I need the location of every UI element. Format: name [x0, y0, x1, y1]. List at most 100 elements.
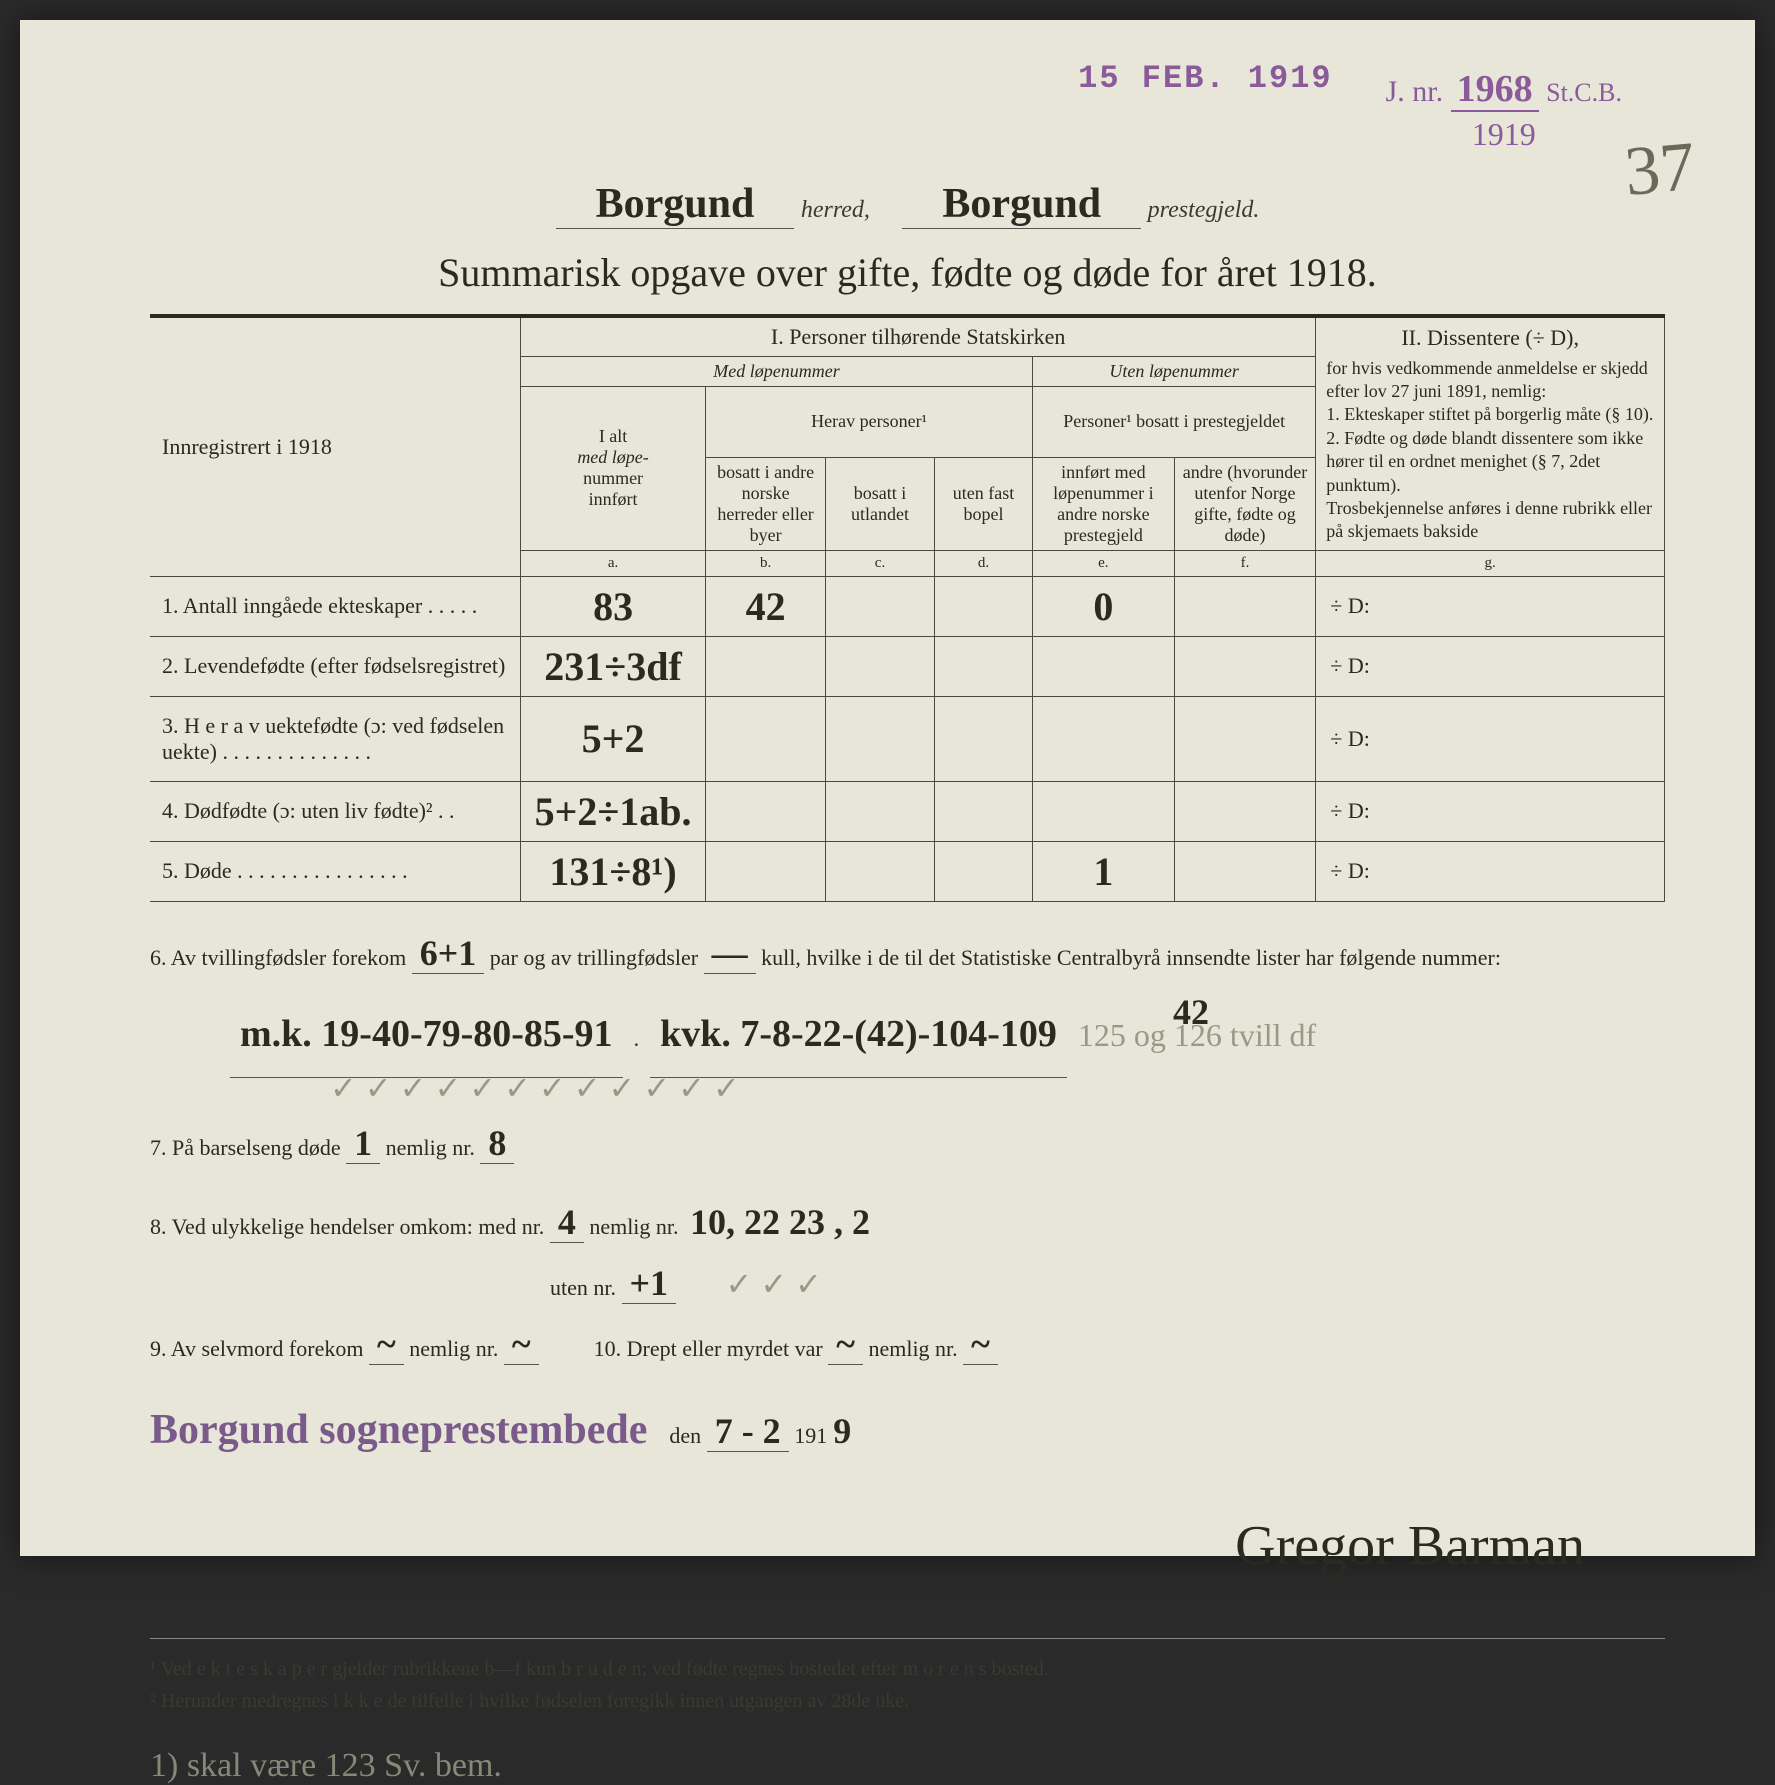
sub-e: e.: [1033, 550, 1175, 576]
jnr-number: 1968: [1451, 68, 1539, 112]
cell-c: [826, 696, 935, 781]
line8-uten: +1: [622, 1263, 677, 1304]
line-6: 6. Av tvillingfødsler forekom 6+1 par og…: [150, 914, 1665, 993]
cell-f: [1174, 636, 1316, 696]
cell-f: [1174, 696, 1316, 781]
cell-e: 1: [1033, 841, 1175, 901]
numbers-kvk: kvk. 7-8-22-(42)-104-109: [650, 993, 1067, 1078]
sub-d: d.: [934, 550, 1032, 576]
cell-d: [934, 636, 1032, 696]
cell-g: ÷ D:: [1316, 781, 1665, 841]
table-row: 3. H e r a v uektefødte (ɔ: ved fødselen…: [150, 696, 1665, 781]
signature-line: Borgund sogneprestembede den 7 - 2 1919: [150, 1384, 1665, 1476]
page-number: 37: [1622, 127, 1699, 213]
line8-nrs: 10, 22 23 , 2: [684, 1202, 876, 1242]
main-table: Innregistrert i 1918 I. Personer tilhøre…: [150, 314, 1665, 902]
document-page: 15 FEB. 1919 J. nr. 1968 St.C.B. 1919 37…: [20, 20, 1755, 1556]
cell-b: [706, 696, 826, 781]
footnote-2: ² Herunder medregnes i k k e de tilfelle…: [150, 1685, 1665, 1717]
line-8b: uten nr. +1 ✓ ✓ ✓: [150, 1262, 1665, 1305]
line10-count: ~: [828, 1324, 863, 1365]
date-stamp: 15 FEB. 1919: [1078, 60, 1332, 97]
line9-nr: ~: [504, 1324, 539, 1365]
col-d-header: uten fast bopel: [934, 457, 1032, 550]
cell-a: 5+2: [520, 696, 705, 781]
cell-e: [1033, 636, 1175, 696]
office-name: Borgund sogneprestembede: [150, 1407, 647, 1453]
table-row: 5. Døde . . . . . . . . . . . . . . . .1…: [150, 841, 1665, 901]
section2-body: for hvis vedkommende anmeldelse er skjed…: [1326, 357, 1654, 544]
line10-nr: ~: [963, 1324, 998, 1365]
sub-a: a.: [520, 550, 705, 576]
cell-c: [826, 781, 935, 841]
cell-g: ÷ D:: [1316, 841, 1665, 901]
jnr-suffix: St.C.B.: [1546, 78, 1622, 107]
cell-e: [1033, 696, 1175, 781]
sub-f: f.: [1174, 550, 1316, 576]
cell-g: ÷ D:: [1316, 636, 1665, 696]
row-label: 1. Antall inngåede ekteskaper . . . . .: [150, 576, 520, 636]
cell-a: 83: [520, 576, 705, 636]
col-a-header: I alt med løpe- nummer innført: [520, 387, 705, 551]
cell-b: [706, 781, 826, 841]
cell-d: [934, 696, 1032, 781]
cell-b: [706, 841, 826, 901]
row-label: 2. Levendefødte (efter fødselsregistret): [150, 636, 520, 696]
jnr-year: 1919: [1386, 114, 1622, 156]
cell-g: ÷ D:: [1316, 696, 1665, 781]
uten-lopenummer: Uten løpenummer: [1033, 357, 1316, 387]
cell-c: [826, 841, 935, 901]
cell-b: 42: [706, 576, 826, 636]
section2-title: II. Dissentere (÷ D),: [1326, 324, 1654, 353]
cell-g: ÷ D:: [1316, 576, 1665, 636]
line-8: 8. Ved ulykkelige hendelser omkom: med n…: [150, 1183, 1665, 1262]
document-title: Summarisk opgave over gifte, fødte og dø…: [150, 249, 1665, 296]
footnote-1: ¹ Ved e k t e s k a p e r gjelder rubrik…: [150, 1653, 1665, 1685]
cell-f: [1174, 576, 1316, 636]
cell-e: [1033, 781, 1175, 841]
cell-a: 131÷8¹): [520, 841, 705, 901]
herav-personer: Herav personer¹: [706, 387, 1033, 458]
med-lopenummer: Med løpenummer: [520, 357, 1032, 387]
line7-nr: 8: [480, 1123, 514, 1164]
sub-c: c.: [826, 550, 935, 576]
cell-a: 5+2÷1ab.: [520, 781, 705, 841]
cell-e: 0: [1033, 576, 1175, 636]
line-9-10: 9. Av selvmord forekom ~ nemlig nr. ~ 10…: [150, 1305, 1665, 1384]
jnr-stamp: J. nr. 1968 St.C.B. 1919: [1373, 60, 1635, 161]
row-label: 3. H e r a v uektefødte (ɔ: ved fødselen…: [150, 696, 520, 781]
line-7: 7. På barselseng døde 1 nemlig nr. 8: [150, 1104, 1665, 1183]
cell-d: [934, 576, 1032, 636]
signature: Gregor Barman: [150, 1485, 1665, 1608]
cell-a: 231÷3df: [520, 636, 705, 696]
sign-year: 9: [827, 1411, 857, 1451]
sign-date: 7 - 2: [707, 1411, 789, 1452]
below-section: 6. Av tvillingfødsler forekom 6+1 par og…: [150, 914, 1665, 1608]
line8-checks: ✓ ✓ ✓: [726, 1266, 822, 1302]
triplet-count: —: [704, 933, 756, 974]
table-row: 1. Antall inngåede ekteskaper . . . . .8…: [150, 576, 1665, 636]
jnr-label: J. nr.: [1386, 75, 1444, 108]
table-row: 4. Dødfødte (ɔ: uten liv fødte)² . .5+2÷…: [150, 781, 1665, 841]
twin-count: 6+1: [412, 933, 485, 974]
sub-b: b.: [706, 550, 826, 576]
col-e-header: innført med løpenummer i andre norske pr…: [1033, 457, 1175, 550]
table-row: 2. Levendefødte (efter fødselsregistret)…: [150, 636, 1665, 696]
herred-label: herred,: [801, 197, 870, 223]
line9-count: ~: [369, 1324, 404, 1365]
cell-f: [1174, 781, 1316, 841]
cell-c: [826, 636, 935, 696]
col-b-header: bosatt i andre norske herreder eller bye…: [706, 457, 826, 550]
row-label: 5. Døde . . . . . . . . . . . . . . . .: [150, 841, 520, 901]
herred-value: Borgund: [556, 180, 795, 229]
section1-header: I. Personer tilhørende Statskirken: [520, 316, 1315, 357]
footnotes: ¹ Ved e k t e s k a p e r gjelder rubrik…: [150, 1638, 1665, 1717]
cell-c: [826, 576, 935, 636]
prestegjeld-value: Borgund: [902, 180, 1141, 229]
annotation-42: 42: [1167, 973, 1215, 1052]
stamps-area: 15 FEB. 1919 J. nr. 1968 St.C.B. 1919: [1078, 60, 1635, 161]
line8-med: 4: [550, 1202, 584, 1243]
cell-f: [1174, 841, 1316, 901]
cell-d: [934, 841, 1032, 901]
cell-b: [706, 636, 826, 696]
